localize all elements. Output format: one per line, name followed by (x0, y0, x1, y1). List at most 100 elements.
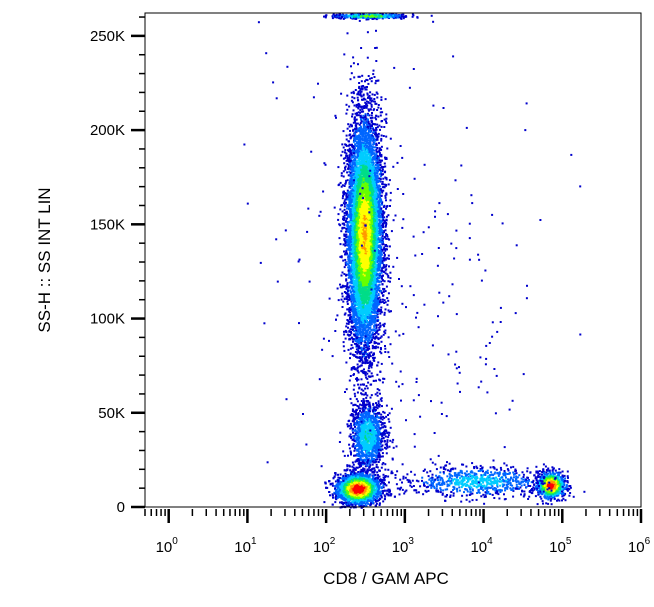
event-dot (346, 293, 349, 296)
event-dot (344, 292, 347, 295)
event-dot (354, 326, 357, 329)
event-dot (357, 349, 360, 352)
event-dot (346, 179, 349, 182)
event-dot (379, 180, 382, 183)
event-dot (373, 321, 376, 324)
event-dot (385, 264, 388, 267)
event-dot (346, 308, 349, 311)
event-dot (361, 147, 364, 150)
event-dot (352, 174, 354, 177)
event-dot (365, 346, 368, 349)
event-dot (385, 234, 388, 237)
event-dot (380, 139, 383, 142)
event-dot (367, 127, 369, 130)
event-dot (355, 196, 358, 199)
event-dot (352, 281, 355, 284)
event-dot (379, 169, 382, 172)
event-dot (363, 125, 366, 128)
event-dot (375, 345, 378, 348)
event-dot (368, 301, 371, 304)
event-dot (387, 309, 390, 312)
event-dot (380, 271, 383, 274)
event-dot (379, 336, 382, 339)
event-dot (359, 178, 362, 180)
event-dot (370, 282, 373, 285)
event-dot (375, 238, 378, 241)
event-dot (369, 125, 371, 128)
event-dot (340, 298, 343, 301)
event-dot (364, 374, 367, 377)
event-dot (350, 209, 353, 212)
event-dot (367, 381, 370, 384)
event-dot (373, 337, 376, 340)
event-dot (380, 253, 383, 256)
event-dot (371, 315, 374, 318)
event-dot (383, 162, 386, 165)
event-dot (377, 346, 380, 349)
event-dot (346, 303, 349, 305)
event-dot (341, 271, 344, 274)
event-dot (343, 285, 346, 288)
event-dot (382, 217, 384, 220)
event-dot (349, 313, 352, 316)
event-dot (349, 165, 352, 168)
event-dot (352, 90, 355, 93)
event-dot (358, 290, 361, 293)
event-dot (366, 359, 369, 362)
event-dot (344, 253, 347, 256)
event-dot (343, 200, 346, 203)
event-dot (345, 295, 348, 298)
event-dot (343, 223, 346, 226)
event-dot (368, 114, 371, 117)
event-dot (349, 231, 352, 234)
event-dot (345, 279, 348, 282)
event-dot (370, 341, 373, 344)
event-dot (375, 46, 378, 49)
event-dot (364, 88, 367, 91)
event-dot (354, 196, 357, 199)
event-dot (344, 198, 347, 201)
event-dot (348, 307, 351, 309)
event-dot (384, 347, 387, 350)
event-dot (352, 327, 355, 330)
event-dot (383, 271, 386, 273)
event-dot (352, 146, 355, 149)
event-dot (382, 224, 385, 227)
event-dot (373, 98, 376, 100)
event-dot (359, 309, 362, 312)
event-dot (344, 182, 347, 185)
event-dot (370, 167, 373, 170)
event-dot (382, 206, 385, 208)
event-dot (379, 290, 382, 293)
event-dot (348, 198, 351, 201)
event-dot (358, 147, 361, 150)
event-dot (346, 288, 349, 291)
event-dot (367, 375, 370, 378)
event-dot (367, 101, 370, 104)
event-dot (386, 297, 389, 300)
event-dot (357, 330, 360, 333)
event-dot (381, 260, 384, 263)
event-dot (385, 218, 388, 221)
event-dot (386, 205, 388, 208)
event-dot (350, 228, 353, 231)
event-dot (349, 78, 352, 81)
event-dot (354, 143, 357, 146)
event-dot (356, 379, 358, 382)
event-dot (366, 138, 368, 141)
event-dot (362, 147, 365, 150)
event-dot (369, 98, 372, 101)
event-dot (372, 131, 375, 133)
event-dot (369, 339, 372, 342)
event-dot (365, 385, 368, 387)
event-dot (381, 262, 384, 265)
event-dot (344, 285, 347, 288)
event-dot (370, 351, 373, 354)
event-dot (360, 346, 363, 349)
event-dot (346, 300, 349, 303)
event-dot (371, 317, 374, 320)
event-dot (383, 231, 385, 234)
event-dot (341, 197, 344, 200)
event-dot (348, 225, 350, 228)
event-dot (352, 92, 355, 95)
